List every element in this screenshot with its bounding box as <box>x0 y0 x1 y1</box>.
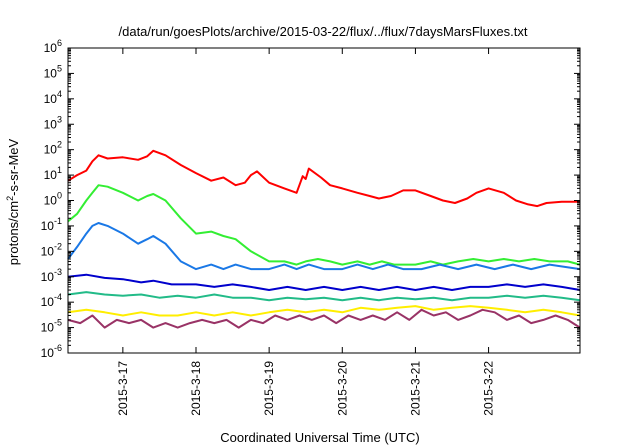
y-tick-exponent: 5 <box>57 63 62 73</box>
series-line <box>67 149 580 208</box>
x-tick-label: 2015-3-21 <box>408 361 422 416</box>
y-tick-exponent: -3 <box>54 267 62 277</box>
y-tick-base: 10 <box>41 270 55 284</box>
y-tick-exponent: 4 <box>57 89 62 99</box>
y-tick-base: 10 <box>41 244 55 258</box>
y-tick-base: 10 <box>44 143 58 157</box>
series-line <box>67 305 581 317</box>
y-tick-base: 10 <box>44 168 58 182</box>
x-tick-label: 2015-3-20 <box>335 361 349 416</box>
y-tick-exponent: -4 <box>54 292 62 302</box>
series-line <box>67 273 581 291</box>
x-tick-label: 2015-3-18 <box>189 361 203 416</box>
y-tick-base: 10 <box>44 92 58 106</box>
y-tick-label: 10-5 <box>41 318 62 335</box>
y-tick-label: 10-2 <box>41 241 62 258</box>
y-tick-exponent: -5 <box>54 318 62 328</box>
x-tick-label: 2015-3-17 <box>116 361 130 416</box>
y-tick-label: 103 <box>44 114 62 131</box>
y-tick-label: 104 <box>44 89 62 106</box>
y-tick-label: 100 <box>44 191 62 208</box>
y-axis-title-rest: -s-sr-MeV <box>6 138 21 195</box>
y-tick-label: 10-1 <box>41 216 62 233</box>
y-axis-title: protons/cm2-s-sr-MeV <box>5 138 21 265</box>
y-tick-exponent: 6 <box>57 38 62 48</box>
y-tick-label: 105 <box>44 63 62 80</box>
series-line <box>67 308 581 329</box>
y-tick-label: 106 <box>44 38 62 55</box>
y-tick-base: 10 <box>41 346 55 360</box>
y-tick-label: 102 <box>44 140 62 157</box>
y-tick-base: 10 <box>41 219 55 233</box>
series-line <box>67 184 581 266</box>
series-layer <box>67 149 581 329</box>
y-tick-base: 10 <box>41 295 55 309</box>
y-tick-exponent: 2 <box>57 140 62 150</box>
plot-frame <box>67 47 581 354</box>
y-tick-exponent: -2 <box>54 241 62 251</box>
y-tick-label: 10-6 <box>41 343 62 360</box>
chart-title: /data/run/goesPlots/archive/2015-03-22/f… <box>119 24 528 39</box>
y-tick-exponent: 0 <box>57 191 62 201</box>
y-tick-base: 10 <box>44 66 58 80</box>
x-axis-title: Coordinated Universal Time (UTC) <box>220 430 419 445</box>
y-tick-base: 10 <box>44 194 58 208</box>
y-tick-label: 10-3 <box>41 267 62 284</box>
y-tick-exponent: 1 <box>57 165 62 175</box>
series-line <box>67 291 581 302</box>
y-tick-base: 10 <box>44 117 58 131</box>
y-tick-base: 10 <box>41 321 55 335</box>
y-tick-exponent: -1 <box>54 216 62 226</box>
y-tick-base: 10 <box>44 41 58 55</box>
series-line <box>67 222 581 271</box>
x-tick-label: 2015-3-19 <box>262 361 276 416</box>
y-axis-title-sup: 2 <box>5 196 15 201</box>
y-tick-exponent: -6 <box>54 343 62 353</box>
y-tick-label: 101 <box>44 165 62 182</box>
y-tick-exponent: 3 <box>57 114 62 124</box>
x-tick-label: 2015-3-22 <box>482 361 496 416</box>
tick-layer: 10-610-510-410-310-210-11001011021031041… <box>41 38 580 416</box>
y-axis-title-base: protons/cm <box>6 201 21 265</box>
y-tick-label: 10-4 <box>41 292 62 309</box>
